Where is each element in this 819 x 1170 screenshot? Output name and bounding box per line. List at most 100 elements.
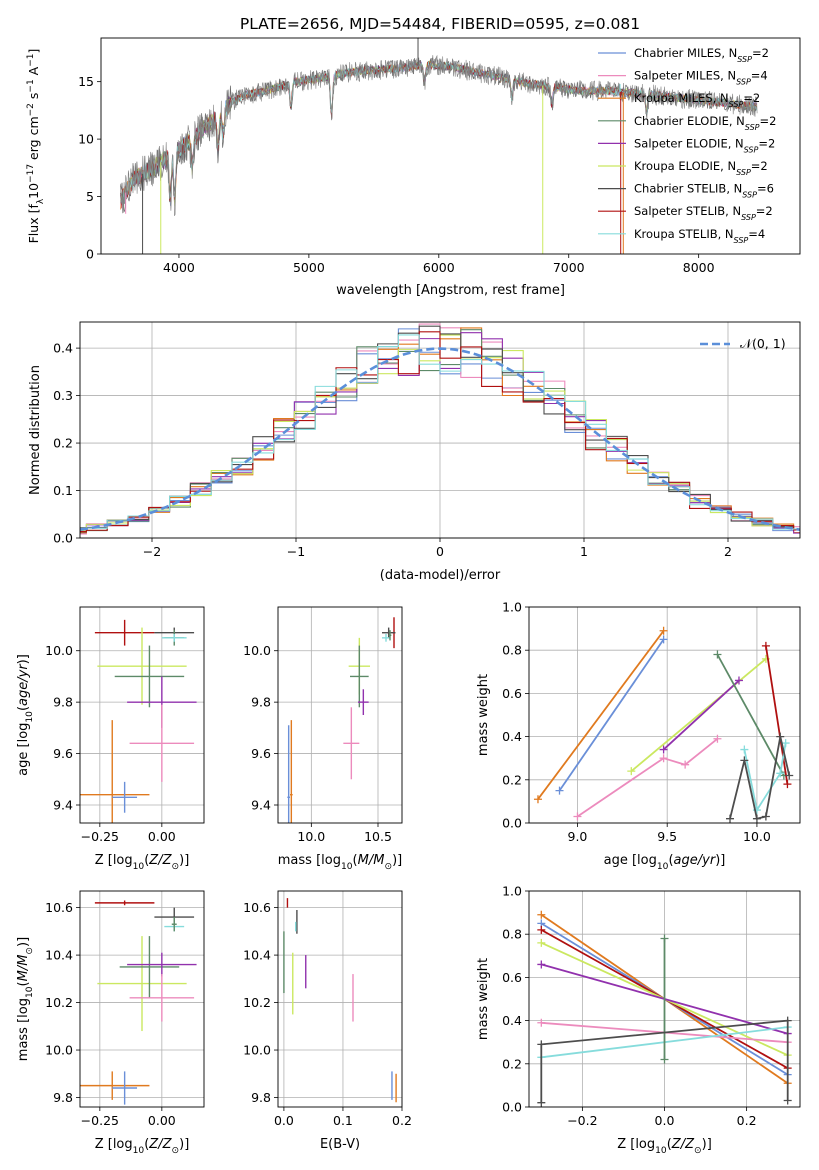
- age-vs-z-xlabel-part: ⊙: [172, 862, 180, 872]
- residuals-axes-frame: [79, 321, 801, 539]
- spectrum-ylabel-part: Flux [f: [26, 204, 41, 244]
- mass-vs-z-xtick-label: 0.00: [148, 1113, 176, 1128]
- weight-vs-age-series-line: [662, 679, 740, 751]
- weight-vs-age-series-line: [765, 645, 789, 785]
- mass-vs-ebv-xtick-label: 0.1: [333, 1113, 353, 1128]
- mass-vs-ebv-ytick-label: 10.6: [243, 900, 271, 915]
- age-vs-z-xlabel-part: 10: [133, 862, 145, 872]
- weight-vs-z-ytick-label: 0.8: [502, 927, 522, 942]
- weight-vs-z-marker: [537, 1018, 546, 1027]
- weight-vs-age-marker: [761, 812, 770, 821]
- weight-vs-age-ytick-label: 0.8: [502, 643, 522, 658]
- weight-vs-age-ytick-label: 0.6: [502, 686, 522, 701]
- mass-vs-z-ylabel: mass [log10(M/M⊙)]: [16, 937, 35, 1061]
- weight-vs-z-marker: [537, 960, 546, 969]
- weight-vs-z-xlabel-part: 10: [655, 1146, 667, 1156]
- mass-vs-z-ylabel-part: mass [log: [16, 998, 31, 1061]
- age-vs-z-xlabel-part: Z [log: [95, 853, 133, 868]
- age-vs-z-xlabel: Z [log10(Z/Z⊙)]: [95, 853, 190, 872]
- spectrum-legend-label: Chabrier STELIB, NSSP=6: [634, 182, 774, 200]
- weight-vs-age-marker: [627, 767, 636, 776]
- weight-vs-age-marker: [734, 676, 743, 685]
- weight-vs-age-series-line: [558, 638, 665, 792]
- mass-vs-z-xlabel: Z [log10(Z/Z⊙)]: [95, 1137, 190, 1156]
- age-vs-mass-ytick-label: 10.0: [243, 643, 271, 658]
- spectrum-ylabel-part: ]: [26, 49, 41, 54]
- weight-vs-z-ytick-label: 0.2: [502, 1056, 522, 1071]
- spectrum-ylabel-part: erg cm: [26, 116, 41, 164]
- weight-vs-z-marker: [783, 1096, 792, 1105]
- legend-text: Salpeter MILES, N: [634, 69, 736, 83]
- age-vs-z-ytick-label: 9.4: [53, 798, 73, 813]
- weight-vs-age-marker: [713, 650, 722, 659]
- mass-vs-z-ytick-label: 10.4: [45, 948, 73, 963]
- age-vs-z-xlabel-part: (: [144, 853, 149, 868]
- mass-vs-ebv-axes-frame: [277, 890, 403, 1108]
- mass-vs-z-ytick-label: 10.0: [45, 1043, 73, 1058]
- mass-vs-z-ylabel-part: ⊙: [25, 947, 35, 955]
- age-vs-mass-xlabel: mass [log10(M/M⊙)]: [278, 853, 402, 872]
- weight-vs-z-xtick-label: 0.2: [737, 1113, 757, 1128]
- spectrum-ylabel-part: 10: [26, 183, 41, 199]
- age-vs-mass-xlabel-part: mass [log: [278, 853, 341, 868]
- legend-text: Kroupa STELIB, N: [634, 227, 734, 241]
- weight-vs-age-axes-frame: [528, 606, 801, 824]
- figure-title: PLATE=2656, MJD=54484, FIBERID=0595, z=0…: [240, 15, 640, 33]
- age-vs-z-ytick-label: 9.6: [53, 746, 73, 761]
- spectrum-legend-label: Chabrier MILES, NSSP=2: [634, 46, 769, 64]
- weight-vs-age-xlabel: age [log10(age/yr)]: [604, 853, 726, 872]
- weight-vs-age-marker: [785, 771, 794, 780]
- weight-vs-age-marker: [726, 814, 735, 823]
- weight-vs-age-marker: [776, 769, 785, 778]
- weight-vs-age-marker: [783, 780, 792, 789]
- spectrum-legend-label: Chabrier ELODIE, NSSP=2: [634, 114, 776, 132]
- spectrum-legend-label: Salpeter ELODIE, NSSP=2: [634, 136, 775, 154]
- weight-vs-z-marker: [537, 925, 546, 934]
- weight-vs-z-ylabel: mass weight: [476, 958, 491, 1040]
- weight-vs-z-xlabel-part: )]: [702, 1137, 712, 1152]
- weight-vs-z-ytick-label: 0.0: [502, 1100, 522, 1115]
- legend-sub: SSP: [736, 168, 751, 177]
- weight-vs-z-marker: [537, 938, 546, 947]
- spectrum-lines: [120, 38, 758, 254]
- legend-sub: SSP: [729, 100, 744, 109]
- mass-vs-ebv-ytick-label: 10.2: [243, 995, 271, 1010]
- spectrum-legend-label: Salpeter MILES, NSSP=4: [634, 69, 768, 87]
- age-vs-mass-xtick-label: 10.5: [364, 829, 392, 844]
- residual-hist-group: [80, 323, 800, 535]
- weight-vs-age-xlabel-part: 10: [657, 862, 669, 872]
- mass-vs-ebv-xtick-label: 0.2: [392, 1113, 412, 1128]
- legend-sub: SSP: [745, 122, 760, 131]
- weight-vs-z-marker: [537, 1098, 546, 1107]
- weight-vs-age-marker: [761, 641, 770, 650]
- weight-vs-z-xlabel-part: (: [667, 1137, 672, 1152]
- weight-vs-age-ytick-label: 0.4: [502, 729, 522, 744]
- spectrum-legend-label: Kroupa ELODIE, NSSP=2: [634, 159, 768, 177]
- legend-sub: SSP: [744, 145, 759, 154]
- legend-text: Kroupa ELODIE, N: [634, 159, 736, 173]
- weight-vs-z-axes-frame: [528, 890, 801, 1108]
- legend-count: =2: [743, 91, 760, 105]
- weight-vs-age-marker: [740, 756, 749, 765]
- weight-vs-age-series-line: [743, 742, 787, 813]
- legend-count: =2: [756, 204, 773, 218]
- mass-vs-z-xlabel-part: Z/Z: [148, 1137, 172, 1152]
- spectrum-xtick-label: 7000: [553, 260, 585, 275]
- mass-vs-z-points: [80, 900, 197, 1105]
- spectrum-ylabel-part: −1: [26, 79, 36, 92]
- mass-vs-z-xlabel-part: 10: [133, 1146, 145, 1156]
- residuals-xtick-label: 2: [724, 544, 732, 559]
- legend-text: Chabrier ELODIE, N: [634, 114, 745, 128]
- weight-vs-z-ytick-label: 0.6: [502, 970, 522, 985]
- weight-vs-age-lines: [533, 626, 794, 823]
- age-vs-z-ylabel-part: age [log: [16, 723, 31, 776]
- spectrum-xtick-label: 4000: [163, 260, 195, 275]
- mass-vs-z-xlabel-part: Z [log: [95, 1137, 133, 1152]
- weight-vs-age-series-line: [729, 736, 791, 820]
- age-vs-z-ytick-label: 9.8: [53, 695, 73, 710]
- mass-vs-z-xlabel-part: )]: [179, 1137, 189, 1152]
- weight-vs-age-marker: [659, 745, 668, 754]
- residual-histogram: [80, 331, 800, 533]
- legend-sub: SSP: [736, 77, 751, 86]
